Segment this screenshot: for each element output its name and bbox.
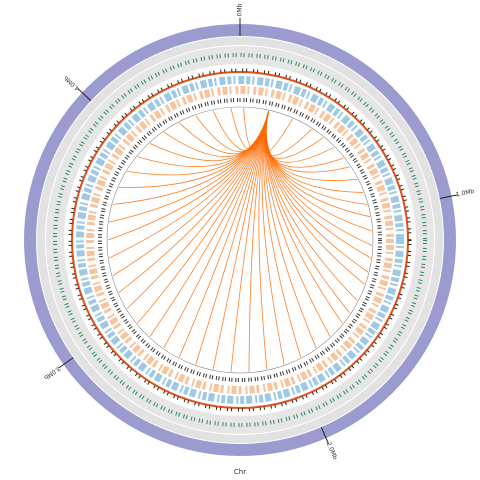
outer-grey-track	[37, 37, 443, 443]
tick-label: 4.0Mb	[63, 74, 81, 92]
link	[230, 108, 270, 151]
inner-circle	[106, 106, 374, 374]
tick-mark	[320, 426, 329, 444]
link	[149, 111, 270, 337]
axis-label: Chr	[234, 468, 246, 476]
feature-track	[98, 98, 382, 382]
tick-label: 1.0Mb	[455, 188, 475, 199]
tick-label: 0Mb	[237, 3, 244, 16]
tick-label: 3.0Mb	[42, 364, 61, 381]
link	[126, 111, 270, 309]
link	[127, 111, 270, 176]
gene-reverse	[86, 86, 394, 394]
tick-label: 2.0Mb	[325, 441, 339, 461]
skew-baseline	[71, 71, 409, 409]
links	[107, 108, 373, 372]
skew-track	[68, 68, 412, 412]
tick-mark	[58, 357, 74, 369]
link	[265, 111, 350, 173]
gc-track	[53, 53, 427, 427]
gene-forward	[76, 76, 404, 404]
tick-mark	[77, 88, 92, 102]
tick-mark	[439, 194, 458, 199]
link	[118, 111, 270, 293]
